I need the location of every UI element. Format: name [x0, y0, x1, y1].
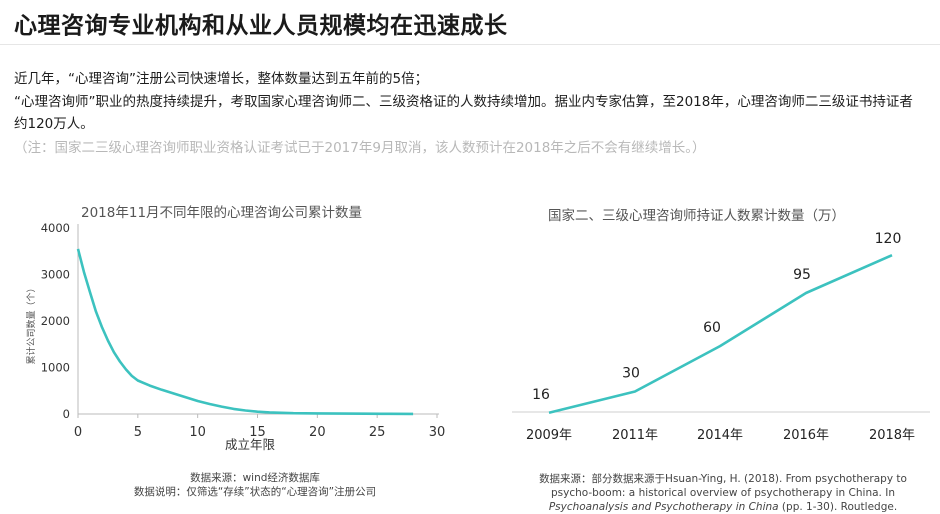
company-count-line — [76, 248, 414, 416]
right-footnote-line-2: psycho-boom: a historical overview of ps… — [551, 487, 895, 499]
x-tick-label: 20 — [309, 425, 326, 440]
x-tick-label: 25 — [369, 425, 386, 440]
title-divider — [0, 44, 940, 45]
intro-note: （注：国家二三级心理咨询师职业资格认证考试已于2017年9月取消，该人数预计在2… — [14, 140, 706, 156]
data-label: 95 — [793, 267, 811, 283]
right-footnote-line-1: 数据来源：部分数据来源于Hsuan-Ying, H. (2018). From … — [539, 473, 907, 485]
x-category-label: 2018年 — [869, 428, 915, 443]
page-title: 心理咨询专业机构和从业人员规模均在迅速成长 — [14, 13, 508, 39]
data-label: 60 — [703, 320, 721, 336]
left-chart-ylabel: 累计公司数量（个） — [25, 283, 37, 364]
x-tick-label: 0 — [74, 425, 82, 440]
right-chart-footnote: 数据来源：部分数据来源于Hsuan-Ying, H. (2018). From … — [508, 472, 938, 514]
data-label: 16 — [532, 387, 550, 403]
right-chart-title: 国家二、三级心理咨询师持证人数累计数量（万） — [548, 208, 845, 224]
x-tick-label: 5 — [134, 425, 142, 440]
x-category-label: 2009年 — [526, 428, 572, 443]
left-footnote-note: 数据说明：仅筛选“存续”状态的“心理咨询”注册公司 — [133, 486, 377, 498]
y-tick-label: 1000 — [41, 361, 70, 375]
x-tick-label: 30 — [429, 425, 446, 440]
company-count-chart: 0 5 10 15 20 25 30 0 1000 2000 3000 4000 成立年限 累计公司数… — [25, 221, 446, 452]
x-category-label: 2014年 — [697, 428, 743, 443]
x-category-label: 2011年 — [612, 428, 658, 443]
y-tick-label: 0 — [63, 407, 70, 421]
data-label: 30 — [622, 366, 640, 382]
y-tick-label: 3000 — [41, 268, 70, 282]
x-category-label: 2016年 — [783, 428, 829, 443]
left-chart-xlabel: 成立年限 — [225, 437, 276, 452]
intro-paragraph-1: 近几年，“心理咨询”注册公司快速增长，整体数量达到五年前的5倍； — [14, 71, 429, 87]
left-chart-footnote: 数据来源：wind经济数据库 数据说明：仅筛选“存续”状态的“心理咨询”注册公司 — [60, 471, 450, 499]
right-chart-labels: 2009年 2011年 2014年 2016年 2018年 16 30 60 95 120 — [526, 231, 915, 443]
certificate-holders-line — [548, 254, 893, 415]
left-footnote-source: 数据来源：wind经济数据库 — [190, 472, 320, 484]
right-footnote-line-3: Psychoanalysis and Psychotherapy in Chin… — [508, 500, 938, 514]
right-footnote-book-title: Psychoanalysis and Psychotherapy in Chin… — [548, 501, 779, 513]
y-tick-label: 4000 — [41, 221, 70, 235]
data-label: 120 — [875, 231, 902, 247]
x-tick-label: 10 — [189, 425, 206, 440]
intro-paragraph-2: “心理咨询师”职业的热度持续提升，考取国家心理咨询师二、三级资格证的人数持续增加… — [14, 94, 913, 132]
left-chart-ticks: 0 5 10 15 20 25 30 0 1000 2000 3000 4000 — [41, 221, 446, 440]
left-chart-title: 2018年11月不同年限的心理咨询公司累计数量 — [81, 205, 363, 221]
left-chart-axes — [77, 224, 439, 415]
y-tick-label: 2000 — [41, 314, 70, 328]
x-tick-label: 15 — [249, 425, 266, 440]
certificate-holders-chart: 2009年 2011年 2014年 2016年 2018年 16 30 60 95 120 — [512, 231, 930, 443]
right-footnote-pages: (pp. 1-30). Routledge. — [778, 501, 898, 513]
